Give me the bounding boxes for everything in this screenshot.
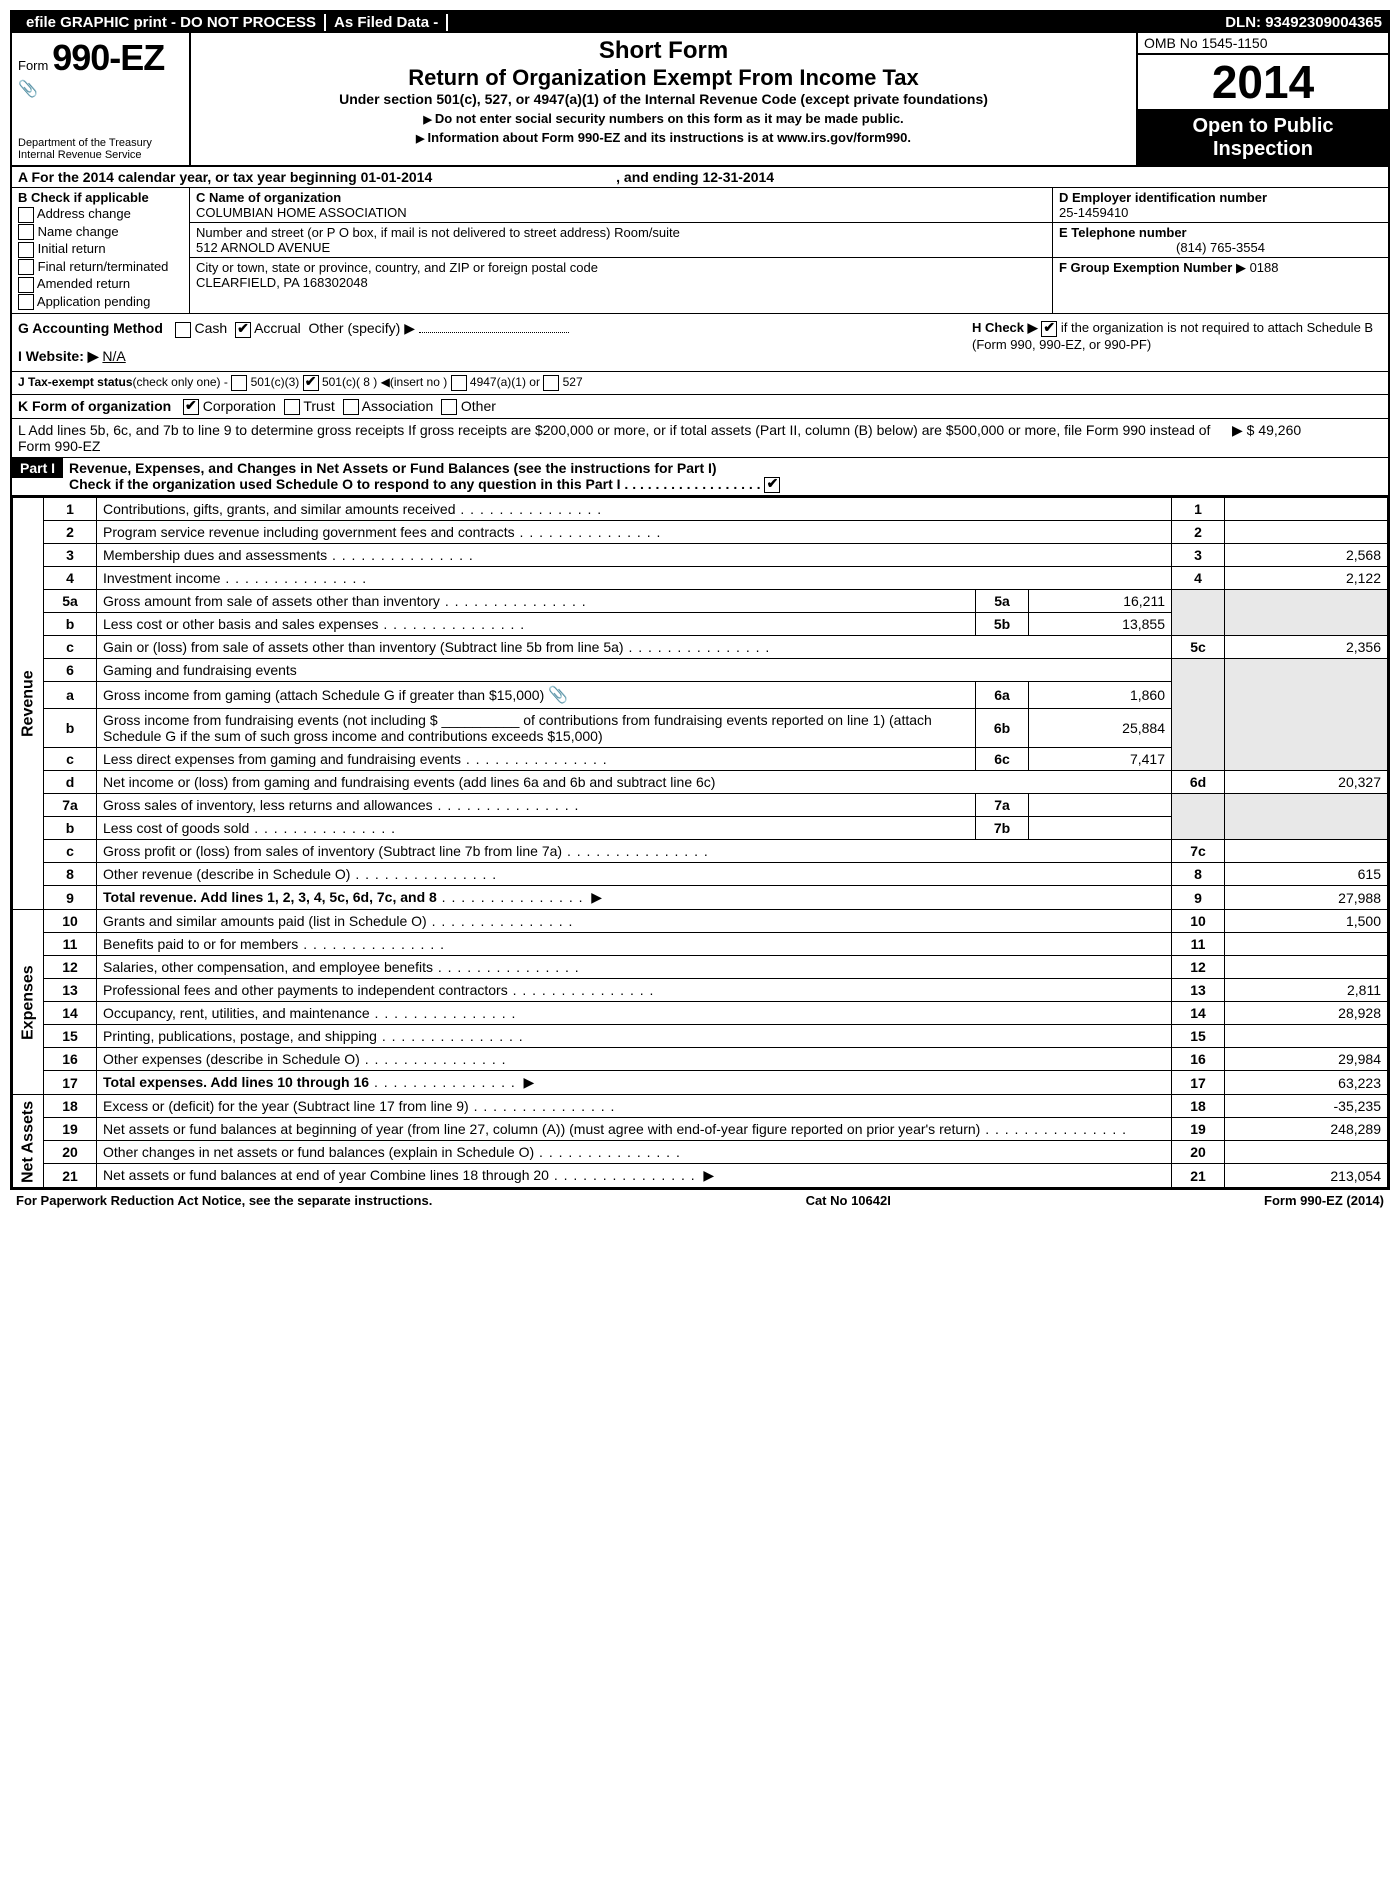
- chk-name[interactable]: [18, 224, 34, 240]
- part1-header: Part I Revenue, Expenses, and Changes in…: [12, 458, 1388, 497]
- open-public-1: Open to Public: [1142, 115, 1384, 138]
- page-footer: For Paperwork Reduction Act Notice, see …: [10, 1190, 1390, 1211]
- b-label: B Check if applicable: [18, 190, 183, 205]
- street: 512 ARNOLD AVENUE: [196, 240, 1046, 255]
- d-ein-label: D Employer identification number: [1059, 190, 1382, 205]
- section-bcd: B Check if applicable Address change Nam…: [12, 188, 1388, 314]
- chk-501c3[interactable]: [231, 375, 247, 391]
- website: N/A: [102, 348, 125, 364]
- chk-corp[interactable]: ✔: [183, 399, 199, 415]
- topbar-left1: efile GRAPHIC print - DO NOT PROCESS: [18, 14, 326, 31]
- dept-irs: Internal Revenue Service: [18, 149, 183, 161]
- ein: 25-1459410: [1059, 205, 1382, 220]
- f-group-val: 0188: [1250, 260, 1279, 275]
- chk-501c[interactable]: ✔: [303, 375, 319, 391]
- note-info: Information about Form 990-EZ and its in…: [201, 130, 1126, 145]
- topbar-left2: As Filed Data -: [326, 14, 448, 31]
- footer-left: For Paperwork Reduction Act Notice, see …: [16, 1193, 432, 1208]
- chk-sched-b[interactable]: ✔: [1041, 321, 1057, 337]
- e-phone-label: E Telephone number: [1059, 225, 1382, 240]
- col-d: D Employer identification number 25-1459…: [1053, 188, 1388, 313]
- chk-initial[interactable]: [18, 242, 34, 258]
- clip-icon: 📎: [548, 687, 568, 704]
- chk-527[interactable]: [543, 375, 559, 391]
- chk-amended[interactable]: [18, 277, 34, 293]
- omb-number: OMB No 1545-1150: [1138, 33, 1388, 55]
- g-label: G Accounting Method: [18, 320, 163, 336]
- l-val: $ 49,260: [1247, 422, 1302, 438]
- org-name: COLUMBIAN HOME ASSOCIATION: [196, 205, 1046, 220]
- form-header: Form 990-EZ 📎 Department of the Treasury…: [12, 33, 1388, 167]
- part1-title: Revenue, Expenses, and Changes in Net As…: [69, 460, 510, 476]
- footer-mid: Cat No 10642I: [806, 1193, 891, 1208]
- open-public-2: Inspection: [1142, 138, 1384, 161]
- col-b: B Check if applicable Address change Nam…: [12, 188, 190, 313]
- subtitle: Under section 501(c), 527, or 4947(a)(1)…: [201, 91, 1126, 107]
- l-text: L Add lines 5b, 6c, and 7b to line 9 to …: [18, 422, 1232, 454]
- tax-year: 2014: [1138, 55, 1388, 111]
- row-a: A For the 2014 calendar year, or tax yea…: [12, 167, 1388, 188]
- j-label: J Tax-exempt status: [18, 375, 133, 389]
- f-group-label: F Group Exemption Number: [1059, 260, 1232, 275]
- part1-tag: Part I: [12, 458, 63, 478]
- h-label: H Check ▶: [972, 320, 1038, 335]
- title-short-form: Short Form: [201, 37, 1126, 65]
- row-a-ending: , and ending 12-31-2014: [616, 169, 774, 185]
- col-c: C Name of organization COLUMBIAN HOME AS…: [190, 188, 1053, 313]
- footer-right: Form 990-EZ (2014): [1264, 1193, 1384, 1208]
- chk-accrual[interactable]: ✔: [235, 322, 251, 338]
- i-label: I Website: ▶: [18, 348, 99, 364]
- chk-4947[interactable]: [451, 375, 467, 391]
- chk-assoc[interactable]: [343, 399, 359, 415]
- row-j: J Tax-exempt status(check only one) - 50…: [12, 372, 1388, 395]
- row-g: G Accounting Method Cash ✔ Accrual Other…: [12, 314, 966, 370]
- k-label: K Form of organization: [18, 398, 171, 414]
- row-l: L Add lines 5b, 6c, and 7b to line 9 to …: [12, 419, 1388, 458]
- row-h: H Check ▶ ✔ if the organization is not r…: [966, 314, 1388, 370]
- side-expenses: Expenses: [13, 910, 44, 1095]
- city-label: City or town, state or province, country…: [196, 260, 1046, 275]
- topbar-dln: DLN: 93492309004365: [1225, 14, 1382, 31]
- city: CLEARFIELD, PA 168302048: [196, 275, 1046, 290]
- chk-other-org[interactable]: [441, 399, 457, 415]
- phone: (814) 765-3554: [1059, 240, 1382, 255]
- row-k: K Form of organization ✔ Corporation Tru…: [12, 395, 1388, 419]
- c-name-label: C Name of organization: [196, 190, 1046, 205]
- note-ssn: Do not enter social security numbers on …: [201, 111, 1126, 126]
- dept-treasury: Department of the Treasury: [18, 137, 183, 149]
- top-bar: efile GRAPHIC print - DO NOT PROCESS As …: [12, 12, 1388, 33]
- chk-address[interactable]: [18, 207, 34, 223]
- form-number: 990-EZ: [52, 37, 164, 78]
- title-return: Return of Organization Exempt From Incom…: [201, 65, 1126, 91]
- form-990ez: efile GRAPHIC print - DO NOT PROCESS As …: [10, 10, 1390, 1190]
- street-label: Number and street (or P O box, if mail i…: [196, 225, 1046, 240]
- attachment-icon: 📎: [18, 79, 183, 99]
- chk-pending[interactable]: [18, 294, 34, 310]
- row-a-label: A For the 2014 calendar year, or tax yea…: [18, 169, 432, 185]
- part1-hint: (see the instructions for Part I): [514, 460, 717, 476]
- form-prefix: Form: [18, 58, 48, 73]
- side-net-assets: Net Assets: [13, 1095, 44, 1188]
- chk-sched-o[interactable]: ✔: [764, 477, 780, 493]
- side-revenue: Revenue: [13, 498, 44, 910]
- chk-trust[interactable]: [284, 399, 300, 415]
- part1-check: Check if the organization used Schedule …: [69, 476, 621, 492]
- chk-cash[interactable]: [175, 322, 191, 338]
- financial-table: Revenue 1 Contributions, gifts, grants, …: [12, 497, 1388, 1188]
- chk-final[interactable]: [18, 259, 34, 275]
